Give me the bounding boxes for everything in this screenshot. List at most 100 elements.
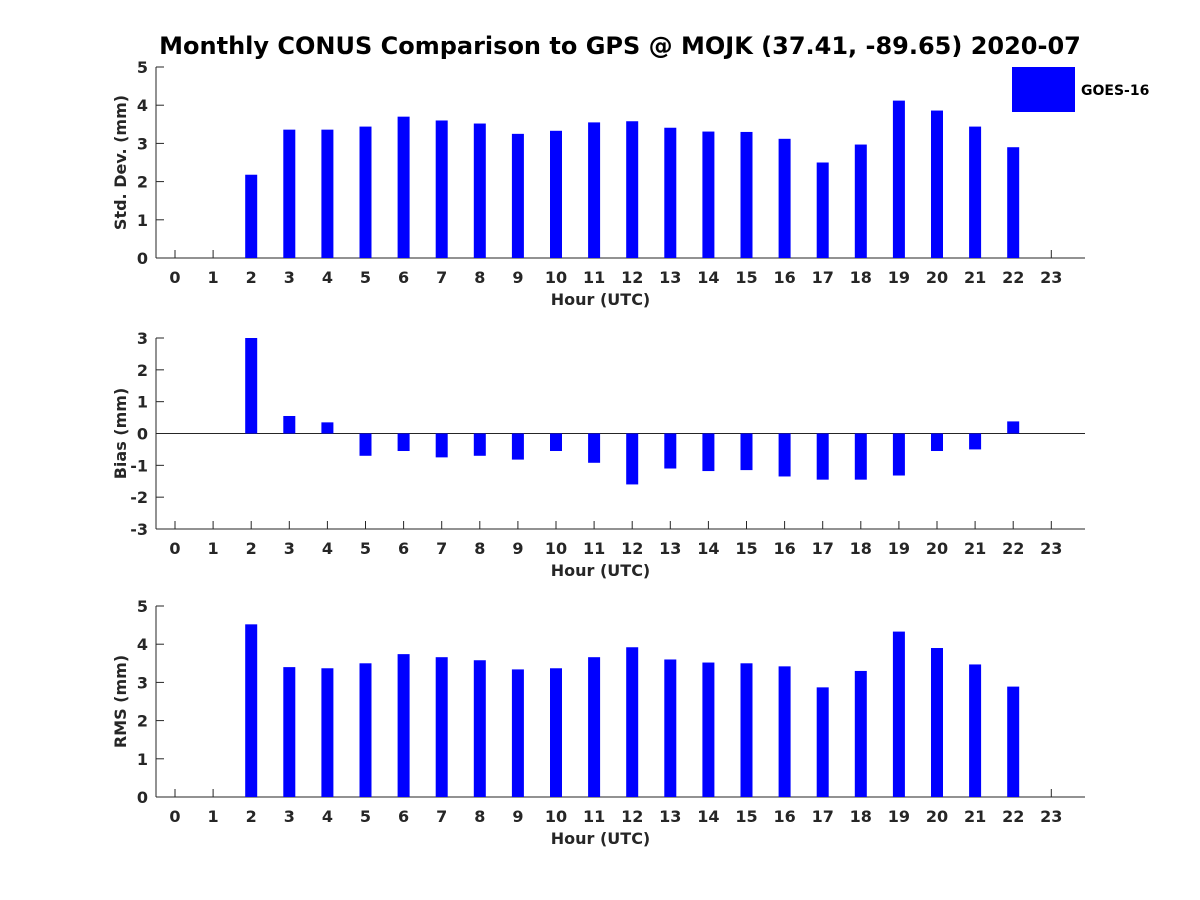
bias-bar-hour-2 (245, 338, 258, 434)
std-dev-bar-hour-20 (931, 110, 943, 258)
rms-bar-hour-15 (740, 663, 753, 797)
std-dev-xtick-label: 22 (1002, 268, 1024, 287)
std-dev-xtick-label: 19 (888, 268, 910, 287)
std-dev-bar-hour-3 (283, 129, 296, 258)
bias-xlabel: Hour (UTC) (551, 561, 651, 580)
bias-xtick-label: 4 (322, 539, 333, 558)
std-dev-xtick-label: 2 (246, 268, 257, 287)
legend: GOES-16 (1012, 67, 1149, 112)
std-dev-xtick-label: 7 (436, 268, 447, 287)
rms-ytick-label: 2 (137, 712, 148, 731)
bias-xtick-label: 20 (926, 539, 948, 558)
rms-xtick-label: 15 (735, 807, 757, 826)
std-dev-xtick-label: 4 (322, 268, 333, 287)
bias-bar-hour-3 (283, 415, 296, 434)
rms-bar-hour-12 (626, 647, 639, 797)
bias-xtick-label: 22 (1002, 539, 1024, 558)
bias-bar-hour-7 (435, 433, 448, 458)
rms-bar-hour-13 (664, 659, 677, 797)
rms-bar-hour-11 (588, 657, 601, 797)
std-dev-ytick-label: 3 (137, 134, 148, 153)
bias-bar-hour-11 (588, 433, 601, 463)
bias-bar-hour-5 (359, 433, 372, 456)
rms-ytick-label: 3 (137, 673, 148, 692)
bias-bar-hour-13 (664, 433, 677, 469)
bias-xtick-label: 13 (659, 539, 681, 558)
rms-xtick-label: 4 (322, 807, 333, 826)
rms-xtick-label: 8 (474, 807, 485, 826)
bias-xtick-label: 7 (436, 539, 447, 558)
rms-xtick-label: 22 (1002, 807, 1024, 826)
bias-xtick-label: 10 (545, 539, 567, 558)
bias-bar-hour-21 (969, 433, 982, 450)
bias-bar-hour-8 (473, 433, 486, 456)
std-dev-xtick-label: 1 (208, 268, 219, 287)
rms-xtick-label: 12 (621, 807, 643, 826)
legend-swatch (1012, 67, 1075, 112)
rms-bar-hour-6 (397, 654, 410, 797)
rms-xtick-label: 6 (398, 807, 409, 826)
bias-ytick-label: 1 (137, 393, 148, 412)
rms-xtick-label: 17 (812, 807, 834, 826)
rms-ylabel: RMS (mm) (111, 655, 130, 748)
rms-bar-hour-16 (778, 666, 791, 797)
rms-bar-hour-21 (969, 664, 982, 797)
rms-xtick-label: 9 (512, 807, 523, 826)
bias-ytick-label: 3 (137, 329, 148, 348)
rms-bar-hour-19 (892, 631, 905, 797)
std-dev-xtick-label: 23 (1040, 268, 1062, 287)
std-dev-ylabel: Std. Dev. (mm) (111, 95, 130, 230)
std-dev-bar-hour-11 (588, 122, 601, 258)
rms-bar-hour-22 (1007, 686, 1020, 797)
bias-xtick-label: 11 (583, 539, 605, 558)
legend-label: GOES-16 (1081, 83, 1149, 99)
std-dev-ytick-label: 1 (137, 211, 148, 230)
bias-ytick-label: -2 (130, 488, 148, 507)
std-dev-xtick-label: 3 (284, 268, 295, 287)
rms-xlabel: Hour (UTC) (551, 829, 651, 848)
std-dev-bar-hour-10 (550, 130, 562, 258)
bias-ytick-label: 2 (137, 361, 148, 380)
rms-xtick-label: 20 (926, 807, 948, 826)
bias-xtick-label: 8 (474, 539, 485, 558)
rms-bar-hour-4 (321, 668, 334, 797)
std-dev-bar-hour-8 (473, 123, 486, 258)
rms-xtick-label: 14 (697, 807, 719, 826)
std-dev-bar-hour-6 (397, 116, 410, 258)
rms-bar-hour-7 (435, 657, 448, 797)
std-dev-xtick-label: 16 (773, 268, 795, 287)
std-dev-xtick-label: 17 (812, 268, 834, 287)
rms-xtick-label: 7 (436, 807, 447, 826)
rms-xtick-label: 0 (169, 807, 180, 826)
bias-xtick-label: 21 (964, 539, 986, 558)
std-dev-bar-hour-13 (664, 127, 677, 258)
bias-bar-hour-15 (740, 433, 753, 471)
rms-bar-hour-3 (283, 667, 296, 797)
bias-xtick-label: 14 (697, 539, 719, 558)
std-dev-xtick-label: 21 (964, 268, 986, 287)
bias-bar-hour-18 (854, 433, 867, 480)
bias-bar-hour-12 (626, 433, 639, 485)
rms-xtick-label: 11 (583, 807, 605, 826)
std-dev-xtick-label: 6 (398, 268, 409, 287)
rms-xtick-label: 19 (888, 807, 910, 826)
std-dev-bar-hour-17 (816, 162, 829, 258)
rms-xtick-label: 1 (208, 807, 219, 826)
rms-xtick-label: 23 (1040, 807, 1062, 826)
bias-bar-hour-16 (778, 433, 791, 477)
rms-ytick-label: 5 (137, 597, 148, 616)
std-dev-xlabel: Hour (UTC) (551, 290, 651, 309)
std-dev-bar-hour-21 (969, 126, 982, 258)
rms-bar-hour-2 (245, 624, 258, 797)
bias-xtick-label: 3 (284, 539, 295, 558)
bias-xtick-label: 19 (888, 539, 910, 558)
rms-xtick-label: 21 (964, 807, 986, 826)
std-dev-bar-hour-12 (626, 121, 639, 258)
bias-xtick-label: 23 (1040, 539, 1062, 558)
rms-xtick-label: 10 (545, 807, 567, 826)
bias-ylabel: Bias (mm) (111, 388, 130, 480)
std-dev-bar-hour-19 (892, 100, 905, 258)
bias-ytick-label: -3 (130, 520, 148, 539)
